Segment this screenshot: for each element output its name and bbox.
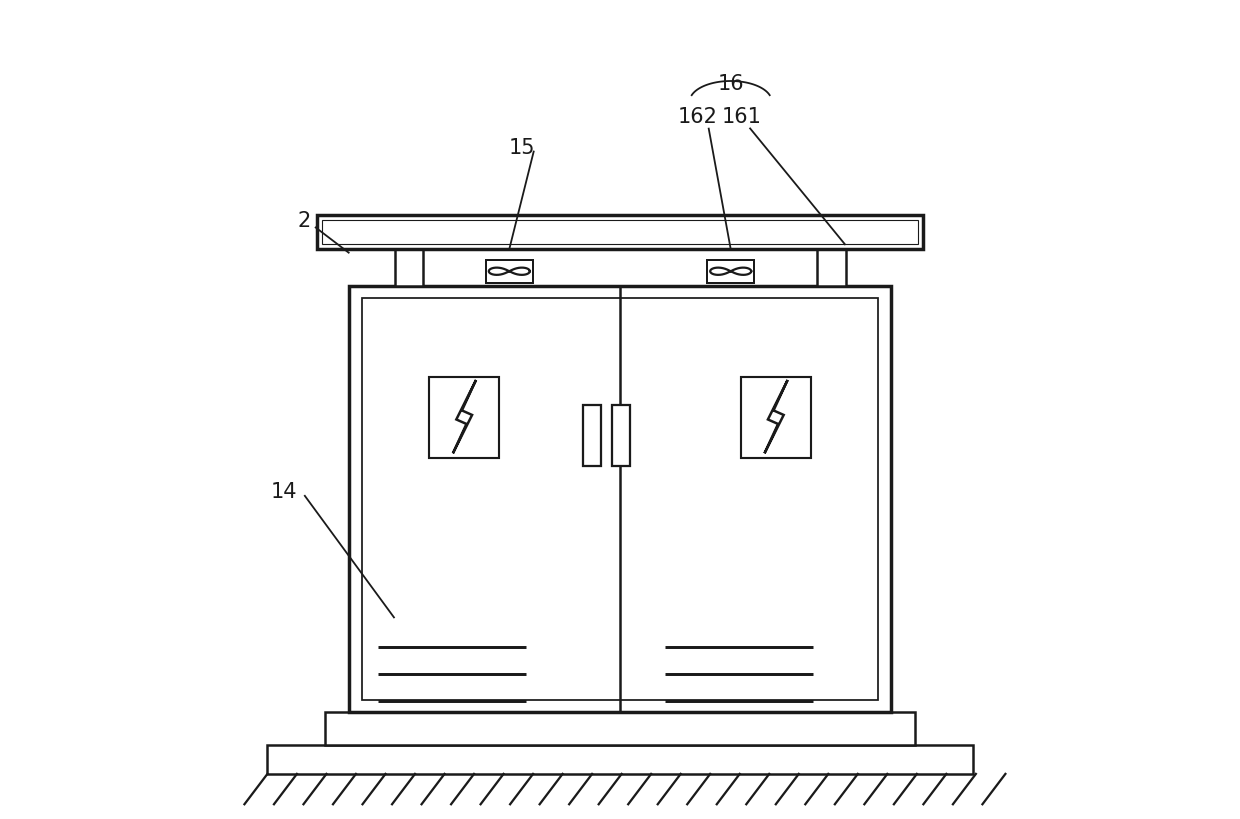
Text: 16: 16 [718, 75, 744, 94]
Bar [316, 215, 924, 250]
Bar [394, 250, 423, 287]
Bar [268, 745, 972, 774]
Bar [362, 299, 878, 700]
Text: 14: 14 [270, 482, 298, 501]
Bar [611, 405, 630, 467]
Text: 162: 162 [678, 107, 718, 127]
Bar [321, 220, 919, 245]
Bar [817, 250, 846, 287]
Bar [740, 377, 811, 458]
Text: 161: 161 [722, 107, 761, 127]
Bar [429, 377, 500, 458]
Text: 15: 15 [508, 138, 534, 157]
Bar [350, 287, 890, 713]
Bar [583, 405, 601, 467]
Bar [486, 260, 533, 283]
Bar [325, 713, 915, 745]
Bar [707, 260, 754, 283]
Text: 2: 2 [298, 211, 311, 231]
